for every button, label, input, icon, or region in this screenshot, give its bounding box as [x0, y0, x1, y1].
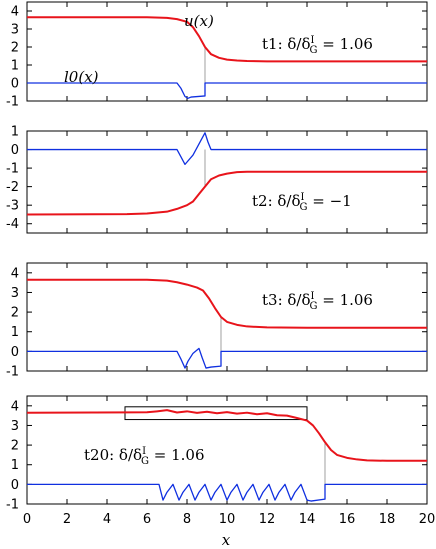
- y-tick-label: 0: [11, 77, 19, 92]
- y-tick-label: 4: [11, 5, 19, 20]
- y-tick-label: 4: [11, 399, 19, 414]
- x-tick-label: 20: [419, 512, 436, 527]
- x-tick-label: 4: [103, 512, 111, 527]
- panel1-annotation: t1: δ/δI G = 1.06: [262, 35, 373, 56]
- x-tick-label: 10: [219, 512, 236, 527]
- series-u-line: [27, 278, 427, 329]
- y-tick-label: 1: [11, 458, 19, 473]
- y-tick-label: 3: [11, 23, 19, 38]
- series-u-line: [26, 409, 427, 462]
- panel2-annotation: t2: δ/δI G = −1: [252, 192, 352, 213]
- series-u-line: [26, 170, 427, 216]
- panel4-annotation: t20: δ/δI G = 1.06: [84, 446, 205, 467]
- y-tick-label: 2: [11, 439, 19, 454]
- y-tick-label: 0: [11, 478, 19, 493]
- y-tick-label: -1: [6, 498, 19, 513]
- panel1-u-label: u(x): [184, 12, 214, 30]
- y-tick-label: 1: [11, 125, 19, 140]
- panel-t3: -1 0 1 2 3 4: [6, 262, 428, 380]
- panel-t2: -4 -3 -2 -1 0 1: [6, 125, 428, 234]
- y-tick-label: -1: [6, 162, 19, 177]
- y-tick-label: 0: [11, 345, 19, 360]
- y-tick-label: -2: [6, 180, 19, 195]
- series-l0-line: [27, 347, 427, 369]
- x-tick-label: 0: [23, 512, 31, 527]
- y-tick-label: 2: [11, 306, 19, 321]
- x-axis-label: x: [222, 531, 231, 549]
- series-l0-line: [27, 132, 427, 166]
- x-tick-label: 2: [63, 512, 71, 527]
- x-tick-label: 6: [143, 512, 151, 527]
- y-tick-label: 0: [11, 143, 19, 158]
- y-tick-label: -1: [6, 95, 19, 110]
- panel-frame: [26, 130, 428, 234]
- y-tick-label: 4: [11, 266, 19, 281]
- y-tick-label: 3: [11, 419, 19, 434]
- x-tick-label: 16: [339, 512, 356, 527]
- y-tick-label: 2: [11, 41, 19, 56]
- x-tick-label: 18: [379, 512, 396, 527]
- series-l0-line: [27, 483, 427, 502]
- x-tick-label: 12: [259, 512, 276, 527]
- y-tick-label: -3: [6, 199, 19, 214]
- y-tick-label: 1: [11, 59, 19, 74]
- y-tick-label: -4: [6, 217, 19, 232]
- panel1-l0-label: l0(x): [64, 68, 99, 86]
- panel3-annotation: t3: δ/δI G = 1.06: [262, 291, 373, 312]
- series-l0-line: [27, 82, 427, 99]
- y-tick-label: -1: [6, 365, 19, 380]
- y-tick-label: 1: [11, 325, 19, 340]
- panel-t1: -1 0 1 2 3 4: [6, 1, 428, 110]
- x-tick-label: 14: [299, 512, 316, 527]
- x-tick-label: 8: [183, 512, 191, 527]
- series-u-line: [27, 16, 427, 63]
- y-tick-label: 3: [11, 286, 19, 301]
